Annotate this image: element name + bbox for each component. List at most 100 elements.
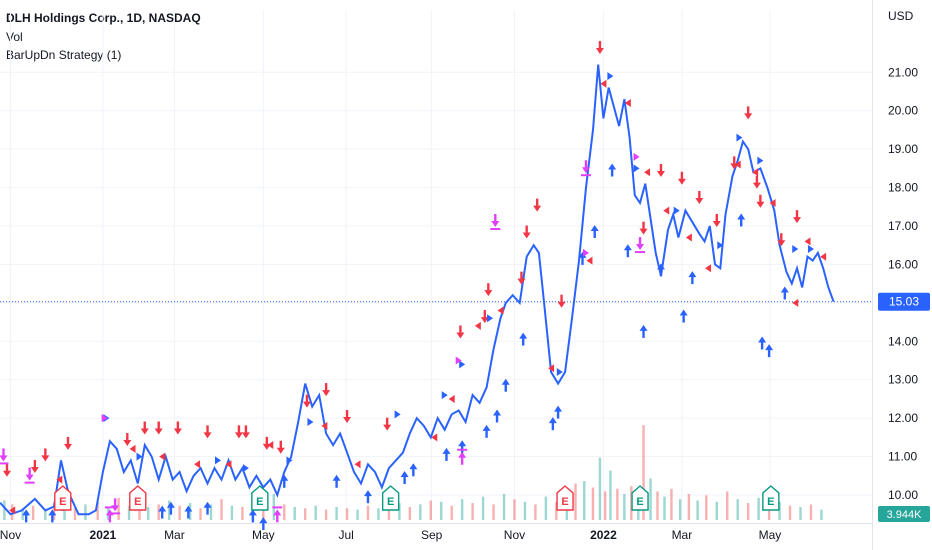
volume-bar	[262, 505, 265, 520]
arrow-head	[41, 455, 50, 462]
earnings-badge-shape	[251, 485, 269, 511]
sell-arrow-icon	[343, 410, 352, 423]
y-tick-label: 12.00	[888, 411, 918, 425]
buy-arrow-icon	[184, 505, 193, 519]
arrow-head	[519, 332, 528, 339]
volume-bar	[513, 499, 516, 520]
sell-arrow-icon	[234, 425, 243, 439]
volume-bar	[481, 496, 485, 520]
arrow-head	[491, 221, 500, 227]
sell-arrow-icon	[302, 394, 311, 408]
buy-arrow-icon	[442, 447, 451, 461]
earnings-badge-icon[interactable]: E	[631, 485, 649, 511]
earnings-badge-icon[interactable]: E	[762, 485, 780, 511]
earnings-badge-label: E	[256, 496, 263, 508]
entry-left-triangle-icon	[474, 321, 481, 330]
exit-triangle-icon	[455, 356, 462, 365]
volume-bar	[678, 499, 682, 520]
arrow-head	[656, 171, 665, 178]
arrow-head	[608, 163, 617, 170]
arrow-head	[343, 417, 352, 423]
earnings-badge-icon[interactable]: E	[54, 485, 72, 511]
buy-arrow-icon	[363, 490, 372, 504]
price-axis[interactable]: USD 21.0020.0019.0018.0017.0016.0015.001…	[888, 9, 918, 502]
time-axis[interactable]: Nov 2021 Mar May Jul Sep Nov 2022 Mar May	[0, 528, 781, 542]
sell-arrow-icon	[154, 421, 163, 435]
volume-bar	[555, 501, 558, 520]
volume-bar	[598, 457, 602, 520]
y-tick-label: 19.00	[888, 142, 918, 156]
entry-left-triangle-icon	[600, 79, 607, 88]
arrow-head	[332, 474, 341, 481]
sell-arrow-icon	[2, 463, 11, 477]
volume-bar	[460, 499, 464, 520]
buy-arrow-icon	[166, 501, 175, 515]
sell-arrow-icon	[744, 106, 753, 120]
arrow-head	[2, 470, 11, 477]
volume-bar	[63, 507, 66, 520]
sell-arrow-icon	[123, 433, 132, 447]
x-tick-label: Nov	[0, 528, 21, 542]
arrow-head	[273, 509, 282, 516]
volume-bar	[471, 503, 474, 520]
entry-left-triangle-icon	[548, 364, 555, 373]
entry-left-triangle-icon	[497, 306, 504, 315]
volume-bar	[603, 491, 607, 520]
arrow-head	[48, 509, 57, 516]
arrow-head	[248, 509, 257, 516]
arrow-head	[656, 263, 665, 270]
entry-right-triangle-icon	[736, 133, 743, 142]
volume-bar	[523, 501, 527, 520]
buy-arrow-icon	[458, 440, 467, 454]
y-tick-label: 14.00	[888, 334, 918, 348]
buy-arrow-icon	[482, 424, 491, 438]
buy-arrow-icon	[758, 336, 767, 350]
volume-bar	[387, 504, 391, 520]
arrow-head	[302, 401, 311, 408]
buy-arrow-icon	[409, 463, 418, 477]
y-tick-label: 17.00	[888, 219, 918, 233]
earnings-badge-icon[interactable]: E	[251, 485, 269, 511]
arrow-head	[0, 455, 8, 462]
volume-bar	[408, 507, 412, 520]
entry-left-triangle-icon	[159, 452, 166, 461]
entry-right-triangle-icon	[215, 456, 221, 465]
buy-arrow-icon	[780, 286, 789, 300]
earnings-badge-icon[interactable]: E	[556, 485, 574, 511]
strategy-indicator-label[interactable]: BarUpDn Strategy (1)	[6, 48, 122, 62]
y-tick-label: 11.00	[888, 450, 917, 464]
grid-lines	[0, 0, 873, 550]
arrow-head	[458, 451, 467, 458]
buy-arrow-icon	[608, 163, 617, 177]
entry-left-triangle-icon	[194, 460, 201, 469]
volume-bar	[502, 494, 506, 520]
arrow-head	[140, 428, 149, 435]
entry-left-triangle-icon	[644, 168, 651, 177]
entry-right-triangle-icon	[792, 245, 799, 254]
earnings-badge-icon[interactable]: E	[129, 485, 147, 511]
arrow-head	[383, 424, 392, 431]
buy-arrow-icon	[554, 405, 563, 419]
arrow-head	[595, 48, 604, 55]
entry-right-triangle-icon	[136, 452, 143, 461]
buy-arrow-icon	[280, 474, 289, 488]
buy-arrow-icon	[688, 271, 697, 285]
arrow-head	[493, 409, 502, 416]
buy-arrow-icon	[639, 324, 648, 338]
volume-bar	[544, 496, 548, 520]
volume-bar	[167, 500, 171, 520]
arrow-head	[688, 271, 697, 278]
volume-bar	[670, 488, 673, 520]
x-tick-label: 2022	[590, 528, 617, 542]
earnings-badge-shape	[762, 485, 780, 511]
sell-arrow-icon	[793, 210, 802, 224]
buy-arrow-icon	[737, 213, 746, 227]
volume-bar	[630, 486, 633, 520]
arrow-head	[259, 517, 268, 524]
earnings-badge-icon[interactable]: E	[381, 485, 400, 511]
arrow-head	[712, 221, 721, 227]
volume-bar	[419, 504, 422, 520]
volume-bar	[736, 499, 739, 520]
entry-right-triangle-icon	[717, 241, 724, 250]
